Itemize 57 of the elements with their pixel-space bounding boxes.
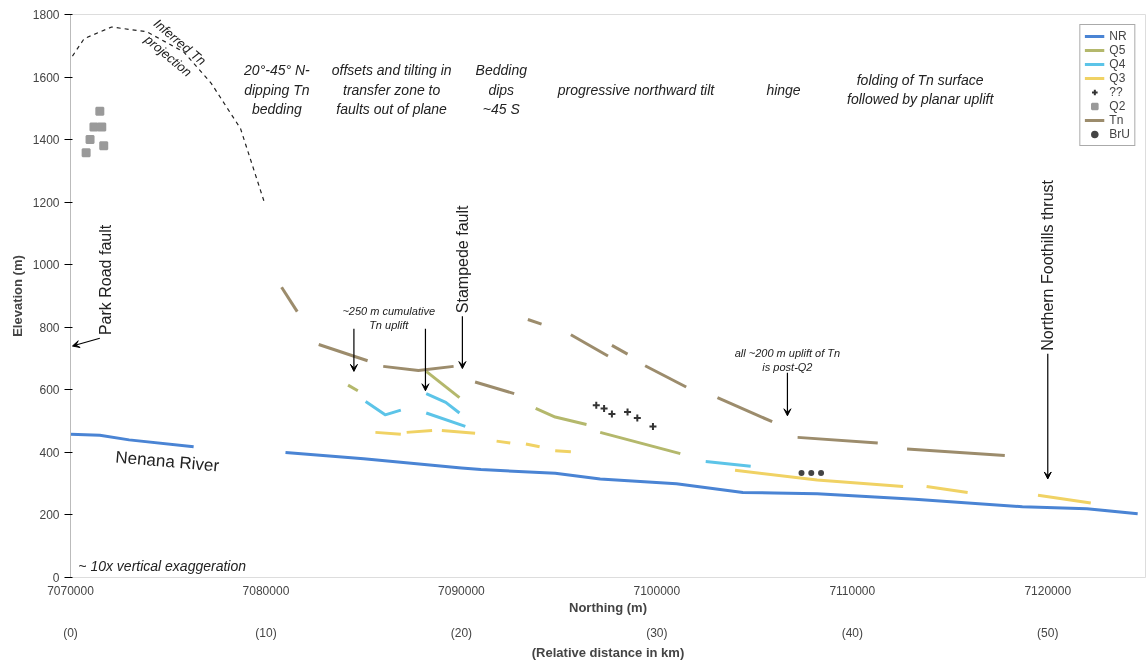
y-tick-label: 1000 <box>32 258 60 273</box>
annotation: Northern Foothills thrust <box>1039 179 1057 351</box>
x2-tick-label: (40) <box>841 625 863 640</box>
line-series <box>284 450 1140 516</box>
x-tick-label: 7070000 <box>47 583 95 598</box>
annotation: Stampede fault <box>453 205 471 314</box>
legend-label: BrU <box>1109 127 1130 141</box>
legend-label: Q2 <box>1109 99 1127 113</box>
y-tick-label: 600 <box>39 383 60 398</box>
annotation: Nenana River <box>114 447 221 476</box>
point <box>81 148 91 158</box>
annotation: Bedding dips ~45 S <box>475 62 528 117</box>
legend-label: NR <box>1109 29 1128 43</box>
point <box>97 122 107 132</box>
annotation: ~ 10x vertical exaggeration <box>78 557 247 574</box>
point <box>85 135 95 145</box>
point <box>89 122 99 132</box>
point <box>818 470 825 477</box>
annotation: Park Road fault <box>97 224 115 336</box>
x-axis-title: Northing (m) <box>569 599 647 615</box>
point <box>99 141 109 151</box>
annotation: folding of Tn surface followed by planar uplift <box>846 71 995 108</box>
x2-tick-label: (10) <box>255 625 277 640</box>
legend-label: Q4 <box>1109 57 1127 71</box>
point <box>808 470 815 477</box>
x2-tick-label: (0) <box>63 625 78 640</box>
annotation: hinge <box>766 81 801 98</box>
annotation: progressive northward tilt <box>556 81 716 98</box>
y-tick-label: 1600 <box>32 70 60 85</box>
annotation: ~250 m cumulative Tn uplift <box>342 304 436 332</box>
legend-label: Q5 <box>1109 43 1127 57</box>
x-tick-label: 7090000 <box>438 583 486 598</box>
x2-axis-title: (Relative distance in km) <box>531 644 685 660</box>
annotation: 20°-45° N- dipping Tn bedding <box>243 62 311 117</box>
annotation: offsets and tilting in transfer zone to faults out of plane <box>331 62 452 117</box>
x2-tick-label: (50) <box>1037 625 1059 640</box>
y-tick-label: 800 <box>39 320 60 335</box>
annotation: all ~200 m uplift of Tn is post-Q2 <box>734 346 841 374</box>
legend-label: Tn <box>1109 113 1125 127</box>
y-tick-label: 400 <box>39 445 60 460</box>
y-tick-label: 1400 <box>32 133 60 148</box>
y-axis-title: Elevation (m) <box>9 255 25 337</box>
y-tick-label: 1200 <box>32 195 60 210</box>
x2-tick-label: (30) <box>646 625 668 640</box>
x-tick-label: 7110000 <box>829 583 876 598</box>
point <box>798 470 805 477</box>
x2-tick-label: (20) <box>450 625 473 640</box>
y-tick-label: 200 <box>39 508 60 523</box>
legend-label: Q3 <box>1109 71 1127 85</box>
y-tick-label: 1800 <box>32 8 60 22</box>
x-tick-label: 7100000 <box>633 583 681 598</box>
x-tick-label: 7120000 <box>1024 583 1072 598</box>
legend-label: ?? <box>1109 85 1124 99</box>
x-tick-label: 7080000 <box>242 583 290 598</box>
line-series <box>70 432 196 449</box>
y-tick-label: 0 <box>52 571 60 585</box>
point <box>95 106 105 116</box>
